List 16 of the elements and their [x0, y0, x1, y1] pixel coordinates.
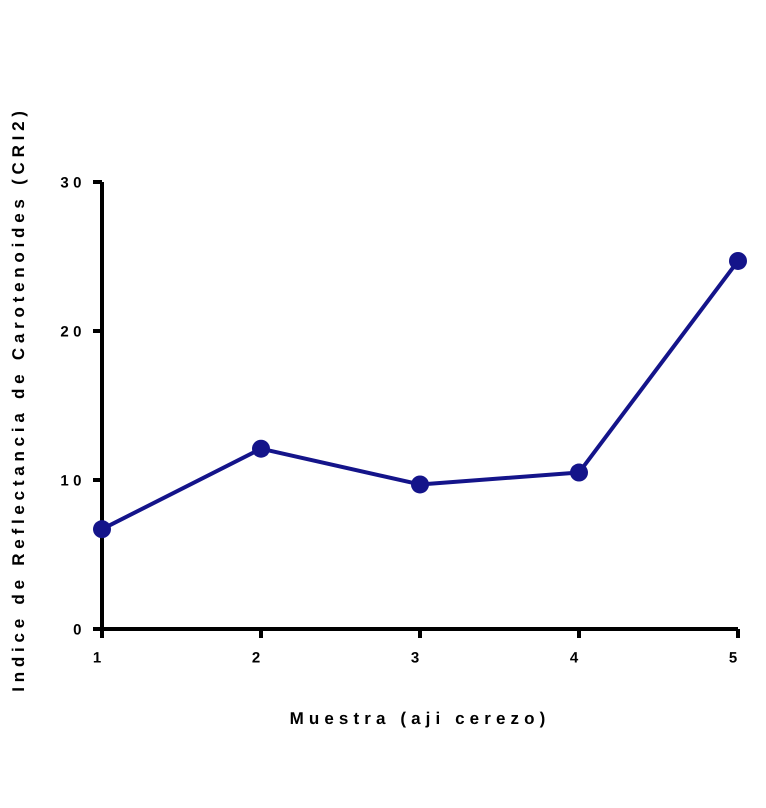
- x-tick-label: 4: [570, 649, 579, 666]
- point: [570, 464, 588, 482]
- y-axis-title: Indice de Reflectancia de Carotenoides (CRI2): [9, 106, 28, 692]
- point: [252, 440, 270, 458]
- point: [411, 475, 429, 494]
- y-tick-label: 0: [73, 621, 86, 638]
- x-tick-label: 2: [252, 649, 260, 666]
- x-tick-label: 3: [410, 649, 420, 666]
- point: [93, 520, 111, 538]
- point: [729, 252, 747, 270]
- y-tick-label: 20: [60, 323, 86, 340]
- x-axis-title: Muestra (aji cerezo): [290, 709, 550, 728]
- x-tick-label: 1: [92, 649, 102, 666]
- y-tick-label: 30: [60, 174, 86, 192]
- y-tick-label: 10: [60, 472, 86, 490]
- x-tick-label: 5: [728, 649, 738, 666]
